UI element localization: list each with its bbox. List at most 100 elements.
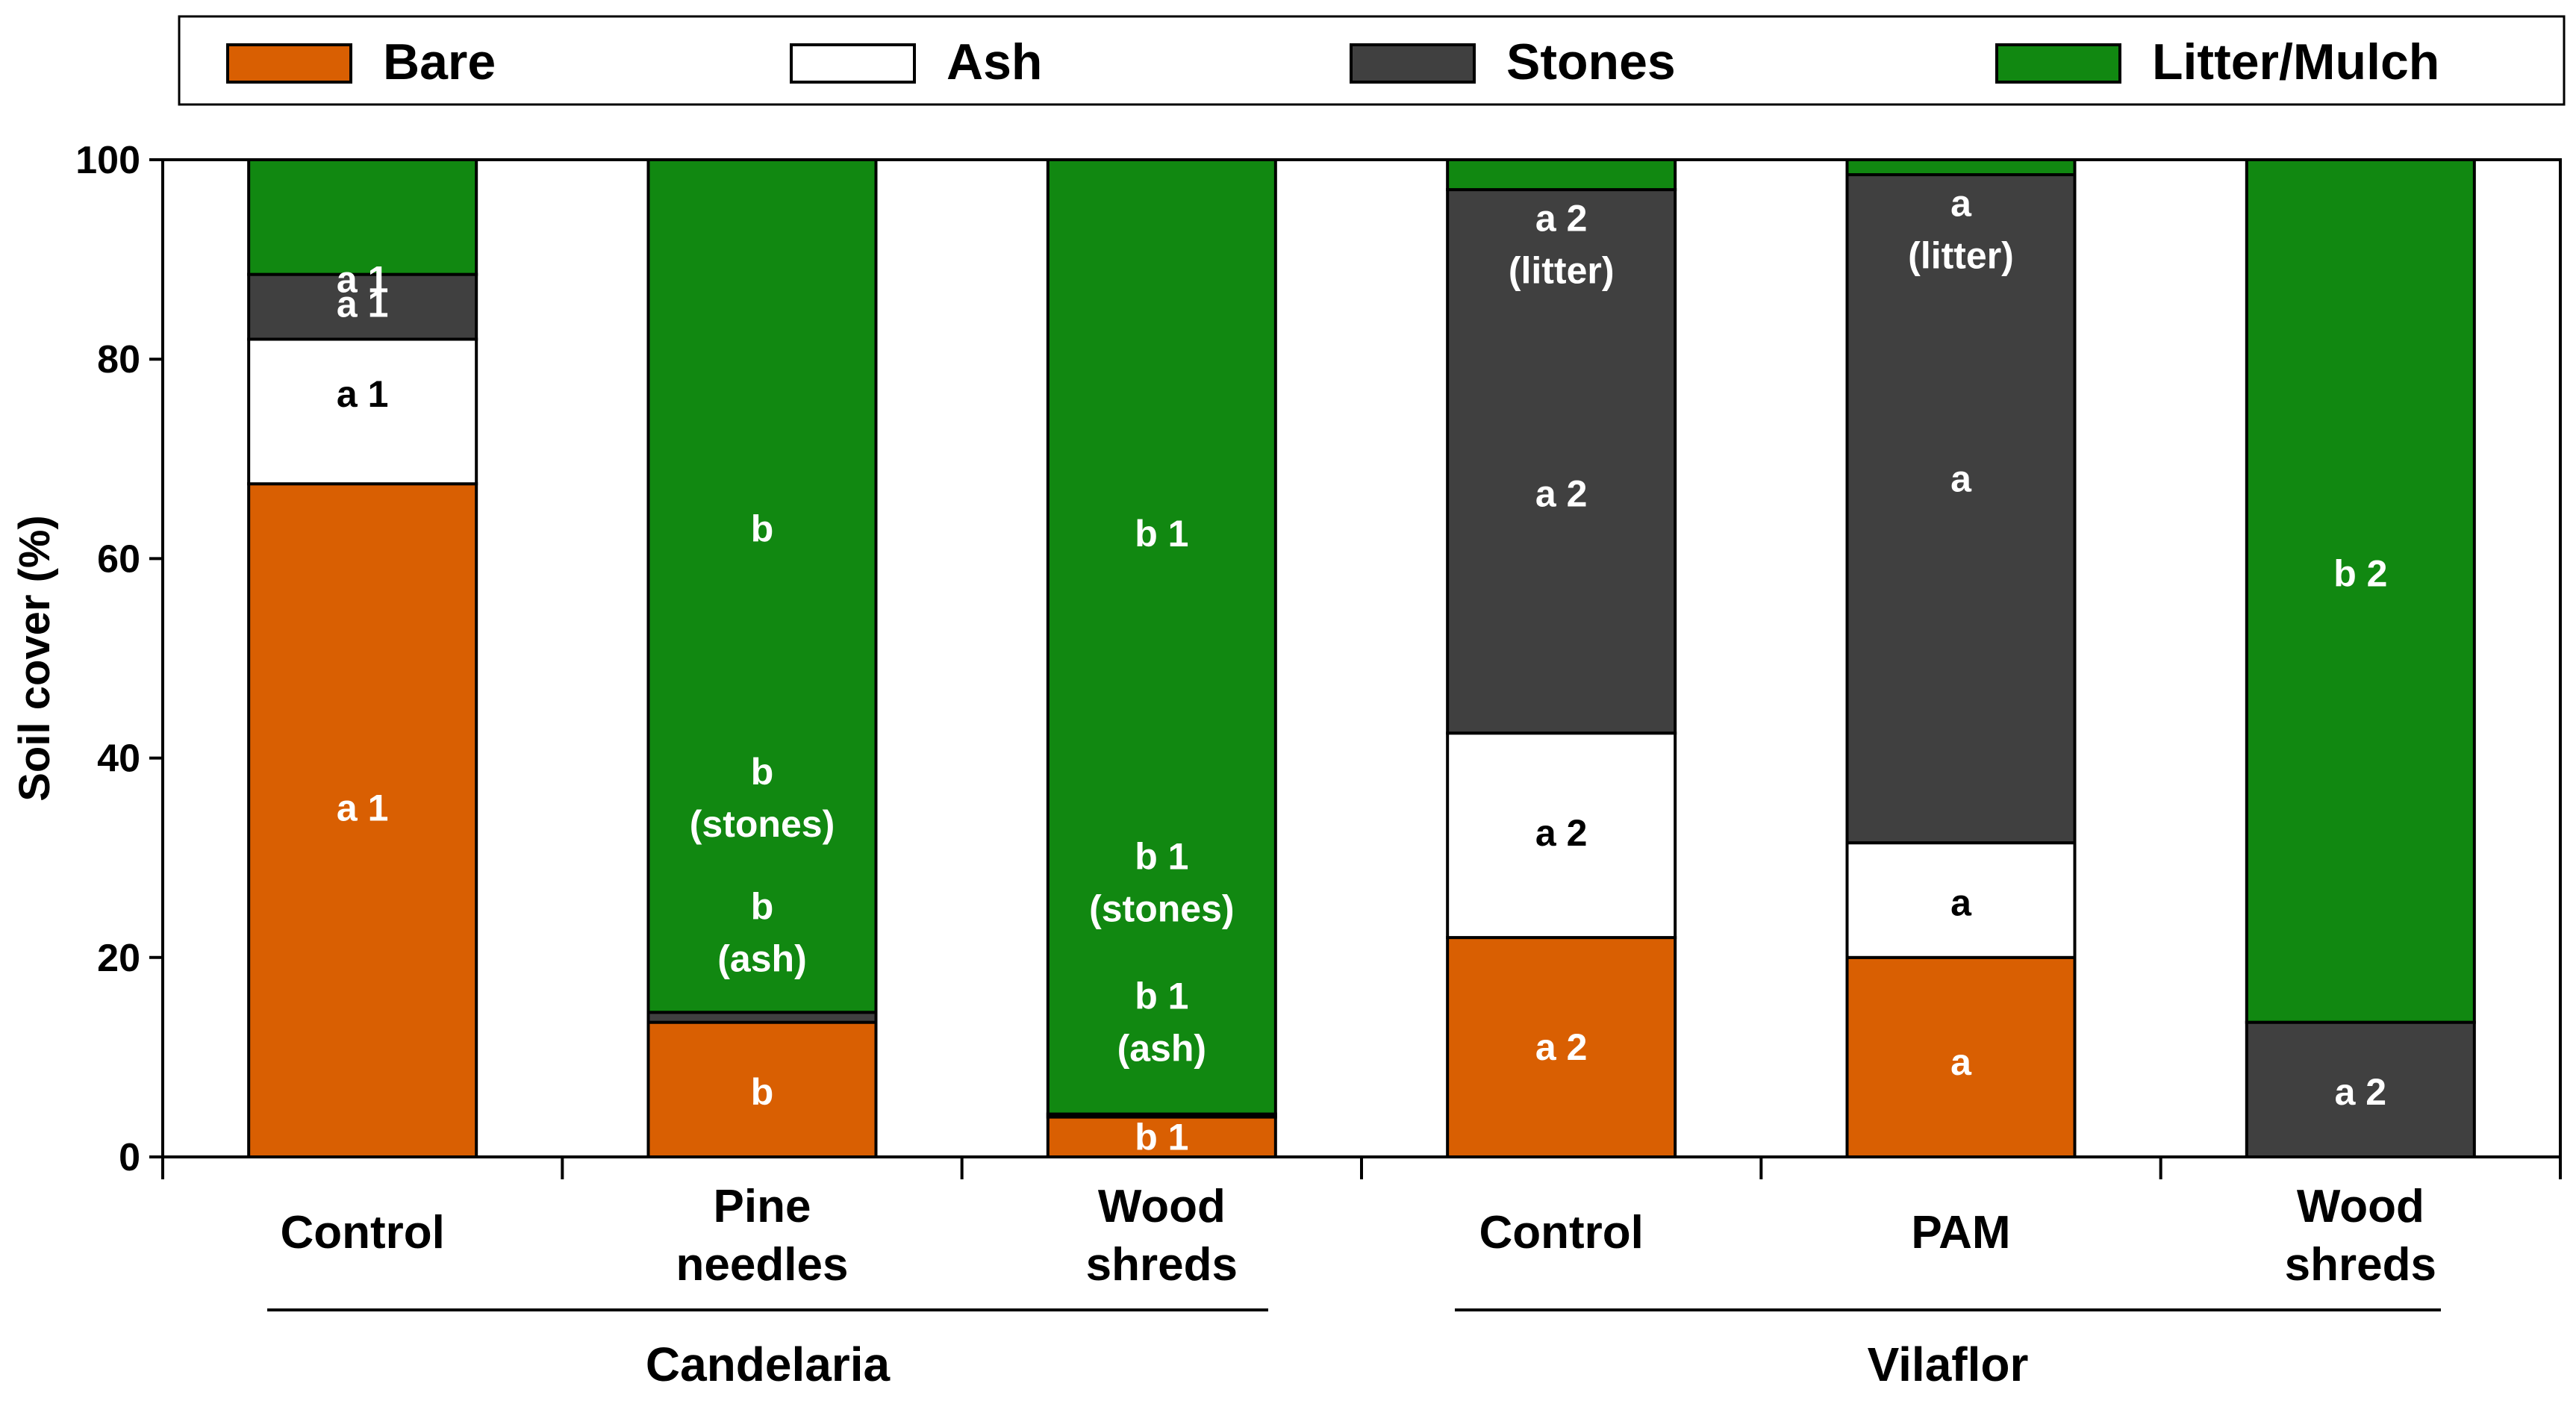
- bar-segment-litter-mulch-control-0: [247, 158, 478, 276]
- y-tick-label-80: 80: [97, 338, 140, 381]
- legend-swatch-litter-mulch: [1995, 43, 2121, 84]
- segment-label-line: a: [1950, 458, 1972, 500]
- category-label-line: PAM: [1911, 1207, 2010, 1258]
- group-label-candelaria: Candelaria: [646, 1338, 891, 1391]
- segment-label-line: a 2: [1535, 473, 1588, 515]
- segment-label-line: a 2: [1535, 1026, 1588, 1068]
- segment-label: a 2: [1535, 1026, 1588, 1068]
- legend: Bare Ash Stones Litter/Mulch: [178, 15, 2566, 106]
- segment-label: a 1: [337, 787, 389, 829]
- category-label-pam: PAM: [1911, 1207, 2010, 1258]
- segment-label-line: b: [751, 751, 774, 793]
- bar-segment-litter-mulch-control-3: [1446, 158, 1677, 192]
- segment-label-line: a 1: [337, 258, 389, 300]
- segment-label-line: a 2: [1535, 198, 1588, 240]
- segment-label: a 2: [2335, 1071, 2387, 1113]
- legend-label-ash: Ash: [946, 34, 1042, 90]
- segment-label: a: [1950, 458, 1972, 500]
- legend-label-stones: Stones: [1506, 34, 1676, 90]
- segment-label: a: [1950, 1041, 1972, 1083]
- segment-label: b 1 (stones): [1089, 836, 1234, 930]
- segment-label-line: b: [751, 1071, 774, 1113]
- category-label-line: needles: [676, 1239, 849, 1291]
- legend-item-litter-mulch: Litter/Mulch: [1995, 34, 2439, 90]
- bar-segment-bare-control-0: [247, 482, 478, 1158]
- category-label-line: Control: [280, 1207, 444, 1258]
- segment-label: a 2 (litter): [1509, 198, 1615, 292]
- bar-segment-bare-control-3: [1446, 936, 1677, 1158]
- segment-label: b: [751, 1071, 774, 1113]
- legend-item-ash: Ash: [790, 34, 1042, 90]
- segment-label-line: b 1: [1135, 836, 1188, 878]
- bar-segment-bare-pine-needles-1: [646, 1020, 878, 1159]
- segment-label-line: b: [751, 885, 774, 927]
- category-label-control: Control: [1479, 1207, 1643, 1258]
- x-axis-labels: Control Pine needles Wood shreds Control PAM Wo…: [267, 1181, 2441, 1391]
- category-label-line: Control: [1479, 1207, 1643, 1258]
- legend-item-stones: Stones: [1350, 34, 1676, 90]
- legend-swatch-stones: [1350, 43, 1476, 84]
- bar-segment-stones-control-3: [1446, 188, 1677, 735]
- category-label-wood-shreds: Wood shreds: [1086, 1181, 1238, 1291]
- bar-segment-litter-mulch-pam-4: [1845, 158, 2077, 177]
- segment-label-line: a 2: [1535, 812, 1588, 854]
- segment-label: b 2: [2333, 552, 2387, 594]
- segment-label: a: [1950, 882, 1972, 923]
- category-label-line: Pine: [714, 1181, 811, 1232]
- segment-label-line: a 1: [337, 787, 389, 829]
- y-tick-label-100: 100: [75, 139, 140, 182]
- bar-segment-stones-control-0: [247, 272, 478, 341]
- legend-label-bare: Bare: [383, 34, 496, 90]
- segment-label: b (ash): [717, 885, 806, 979]
- category-label-line: shreds: [1086, 1239, 1238, 1291]
- segment-label: a (litter): [1908, 183, 2014, 277]
- bar-segment-litter-mulch-pine-needles-1: [646, 158, 878, 1014]
- segment-label-line: b 1: [1135, 1116, 1188, 1158]
- segment-label-line: (litter): [1908, 235, 2014, 277]
- segment-label: a 2: [1535, 812, 1588, 854]
- bar-segment-litter-mulch-wood-shreds-5: [2245, 158, 2476, 1024]
- y-tick-label-60: 60: [97, 537, 140, 581]
- segment-label-line: b 2: [2333, 552, 2387, 594]
- group-label-vilaflor: Vilaflor: [1868, 1338, 2029, 1391]
- bars: [247, 158, 2476, 1159]
- segment-label-line: a 1: [337, 284, 389, 325]
- legend-swatch-ash: [790, 43, 916, 84]
- segment-label: b 1: [1135, 513, 1188, 555]
- bar-segment-bare-wood-shreds-2: [1046, 1115, 1277, 1159]
- bar-segment-litter-mulch-wood-shreds-2: [1046, 158, 1277, 1116]
- bar-segment-ash-control-0: [247, 337, 478, 486]
- segment-label: b (stones): [690, 751, 835, 845]
- category-label-control: Control: [280, 1207, 444, 1258]
- category-label-line: Wood: [2297, 1181, 2424, 1232]
- segment-label: b 1 (ash): [1117, 976, 1206, 1070]
- segment-label-line: a: [1950, 882, 1972, 923]
- segment-label-line: (stones): [1089, 888, 1234, 930]
- segment-label: b 1: [1135, 1116, 1188, 1158]
- category-label-wood-shreds: Wood shreds: [2285, 1181, 2436, 1291]
- category-label-pine-needles: Pine needles: [676, 1181, 849, 1291]
- segment-label-line: (stones): [690, 803, 835, 845]
- bar-segment-stones-wood-shreds-5: [2245, 1020, 2476, 1159]
- segment-label-line: b 1: [1135, 976, 1188, 1017]
- bar-segment-stones-pine-needles-1: [646, 1011, 878, 1024]
- segment-label-line: (ash): [717, 937, 806, 979]
- bar-segment-ash-control-3: [1446, 731, 1677, 940]
- legend-item-bare: Bare: [226, 34, 496, 90]
- segment-label-line: b: [751, 508, 774, 549]
- legend-swatch-bare: [226, 43, 352, 84]
- axes: 0 20 40 60 80 100 Soil cover (%): [10, 139, 2562, 1179]
- segment-label-line: (ash): [1117, 1028, 1206, 1070]
- bar-segment-bare-pam-4: [1845, 955, 2077, 1159]
- segment-label-line: (litter): [1509, 250, 1615, 292]
- segment-label-line: a: [1950, 1041, 1972, 1083]
- segment-label: b: [751, 508, 774, 549]
- y-tick-label-20: 20: [97, 937, 140, 980]
- segment-label-line: a 2: [2335, 1071, 2387, 1113]
- legend-label-litter-mulch: Litter/Mulch: [2152, 34, 2439, 90]
- category-label-line: Wood: [1098, 1181, 1226, 1232]
- y-tick-label-0: 0: [119, 1136, 140, 1179]
- plot-frame: [161, 158, 2562, 1158]
- segment-labels: a 1a 1a 1a 1bb (stones)b (ash)bb 1b 1 (ston…: [337, 183, 2388, 1158]
